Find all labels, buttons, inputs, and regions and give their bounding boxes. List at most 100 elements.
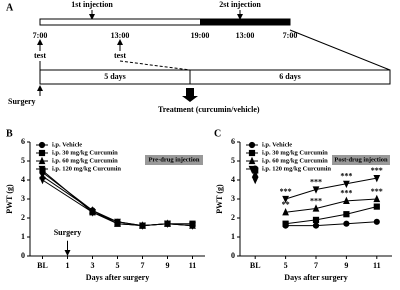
series-line bbox=[285, 221, 377, 227]
y-tick-label: 3 bbox=[231, 194, 235, 203]
legend-label: i.p. 120 mg/kg Curcumin bbox=[262, 165, 331, 172]
x-tick-label: 9 bbox=[344, 261, 348, 270]
surgery-label: Surgery bbox=[8, 97, 36, 106]
duration-label: 5 days bbox=[104, 72, 126, 81]
marker bbox=[89, 209, 96, 217]
marker bbox=[251, 176, 259, 185]
marker bbox=[164, 220, 171, 229]
test-label: test bbox=[114, 51, 126, 60]
marker bbox=[373, 175, 381, 183]
treatment-label: Treatment (curcumin/vehicle) bbox=[158, 105, 260, 114]
connector bbox=[119, 60, 191, 71]
significance-label: *** bbox=[371, 166, 383, 175]
y-tick-label: 6 bbox=[21, 137, 25, 146]
significance-label: *** bbox=[340, 172, 352, 181]
legend-marker bbox=[248, 156, 256, 165]
panel-label: B bbox=[6, 128, 13, 139]
x-tick-label: 7 bbox=[314, 261, 318, 270]
y-tick-label: 0 bbox=[21, 251, 25, 260]
legend-marker bbox=[38, 141, 46, 149]
panel-label: A bbox=[6, 2, 14, 13]
marker bbox=[114, 218, 121, 227]
annotation-box bbox=[332, 155, 390, 165]
marker bbox=[373, 218, 380, 225]
y-tick-label: 6 bbox=[231, 137, 235, 146]
marker bbox=[312, 186, 320, 194]
annotation: Post-drug injection bbox=[334, 156, 388, 163]
x-tick-label: 9 bbox=[166, 261, 170, 270]
x-tick-label: 7 bbox=[141, 261, 145, 270]
chart: B 0 1 2 3 4 5 6 BL 1 3 5 7 9 11 PWT (g) Days after surge… bbox=[5, 128, 205, 282]
marker bbox=[282, 207, 289, 216]
marker bbox=[312, 204, 320, 212]
marker bbox=[39, 176, 46, 185]
legend-marker bbox=[248, 165, 256, 174]
y-tick-label: 1 bbox=[21, 232, 25, 241]
time-label: 7:00 bbox=[33, 31, 48, 40]
legend-label: i.p. Vehicle bbox=[262, 141, 292, 148]
marker bbox=[343, 180, 350, 189]
series-line bbox=[42, 170, 193, 227]
marker bbox=[312, 216, 320, 224]
series-line bbox=[42, 172, 193, 227]
time-label: 13:00 bbox=[236, 31, 255, 40]
y-tick-label: 2 bbox=[21, 213, 25, 222]
x-axis-label: Days after surgery bbox=[86, 273, 149, 282]
x-tick-label: 5 bbox=[284, 261, 288, 270]
y-tick-label: 1 bbox=[231, 232, 235, 241]
surgery-label: Surgery bbox=[54, 228, 82, 237]
marker bbox=[343, 211, 350, 218]
y-tick-label: 4 bbox=[21, 175, 25, 184]
significance-label: ** bbox=[282, 200, 290, 209]
y-axis-label: PWT (g) bbox=[5, 184, 14, 214]
annotation: 1st injection bbox=[71, 0, 113, 9]
duration-label: 6 days bbox=[279, 72, 301, 81]
legend-marker bbox=[248, 149, 256, 157]
time-label: 19:00 bbox=[191, 31, 210, 40]
x-axis-label: Days after surgery bbox=[284, 273, 347, 282]
marker bbox=[373, 194, 381, 203]
series-line bbox=[42, 179, 193, 227]
x-tick-label: 11 bbox=[373, 261, 381, 270]
annotation-box bbox=[145, 155, 203, 165]
marker bbox=[282, 195, 289, 204]
y-tick-label: 2 bbox=[231, 213, 235, 222]
series-line bbox=[285, 198, 377, 213]
marker bbox=[189, 222, 196, 230]
panel-label: C bbox=[214, 128, 221, 139]
series-line bbox=[285, 177, 377, 200]
annotation: 2st injection bbox=[219, 0, 261, 9]
x-tick-label: 1 bbox=[66, 261, 70, 270]
marker bbox=[343, 220, 350, 227]
legend-marker bbox=[248, 141, 256, 149]
time-label: 13:00 bbox=[111, 31, 130, 40]
significance-label: *** bbox=[371, 187, 383, 196]
legend-label: i.p. 30 mg/kg Curcumin bbox=[262, 149, 328, 156]
significance-label: *** bbox=[310, 196, 322, 205]
x-tick-label: BL bbox=[250, 261, 261, 270]
timeline-night bbox=[200, 19, 290, 25]
significance-label: *** bbox=[310, 177, 322, 186]
marker bbox=[282, 220, 289, 227]
marker bbox=[343, 196, 350, 204]
time-label: 7:00 bbox=[283, 31, 298, 40]
legend-label: i.p. 30 mg/kg Curcumin bbox=[52, 149, 118, 156]
chart: C 0 1 2 3 4 5 6 BL 5 7 9 11 PWT (g) Days after surgery… bbox=[214, 128, 392, 282]
connector bbox=[289, 29, 391, 71]
y-tick-label: 4 bbox=[231, 175, 235, 184]
legend-label: i.p. 60 mg/kg Curcumin bbox=[52, 157, 118, 164]
y-tick-label: 3 bbox=[21, 194, 25, 203]
x-tick-label: BL bbox=[37, 261, 48, 270]
legend-label: i.p. Vehicle bbox=[52, 141, 82, 148]
legend-label: i.p. 120 mg/kg Curcumin bbox=[52, 165, 121, 172]
x-tick-label: 3 bbox=[91, 261, 95, 270]
y-axis-label: PWT (g) bbox=[215, 184, 224, 214]
legend-marker bbox=[38, 156, 46, 165]
y-tick-label: 5 bbox=[21, 156, 25, 165]
y-tick-label: 0 bbox=[231, 251, 235, 260]
marker bbox=[312, 222, 320, 229]
arrow bbox=[182, 88, 198, 102]
significance-label: *** bbox=[340, 189, 352, 198]
marker bbox=[139, 222, 146, 230]
